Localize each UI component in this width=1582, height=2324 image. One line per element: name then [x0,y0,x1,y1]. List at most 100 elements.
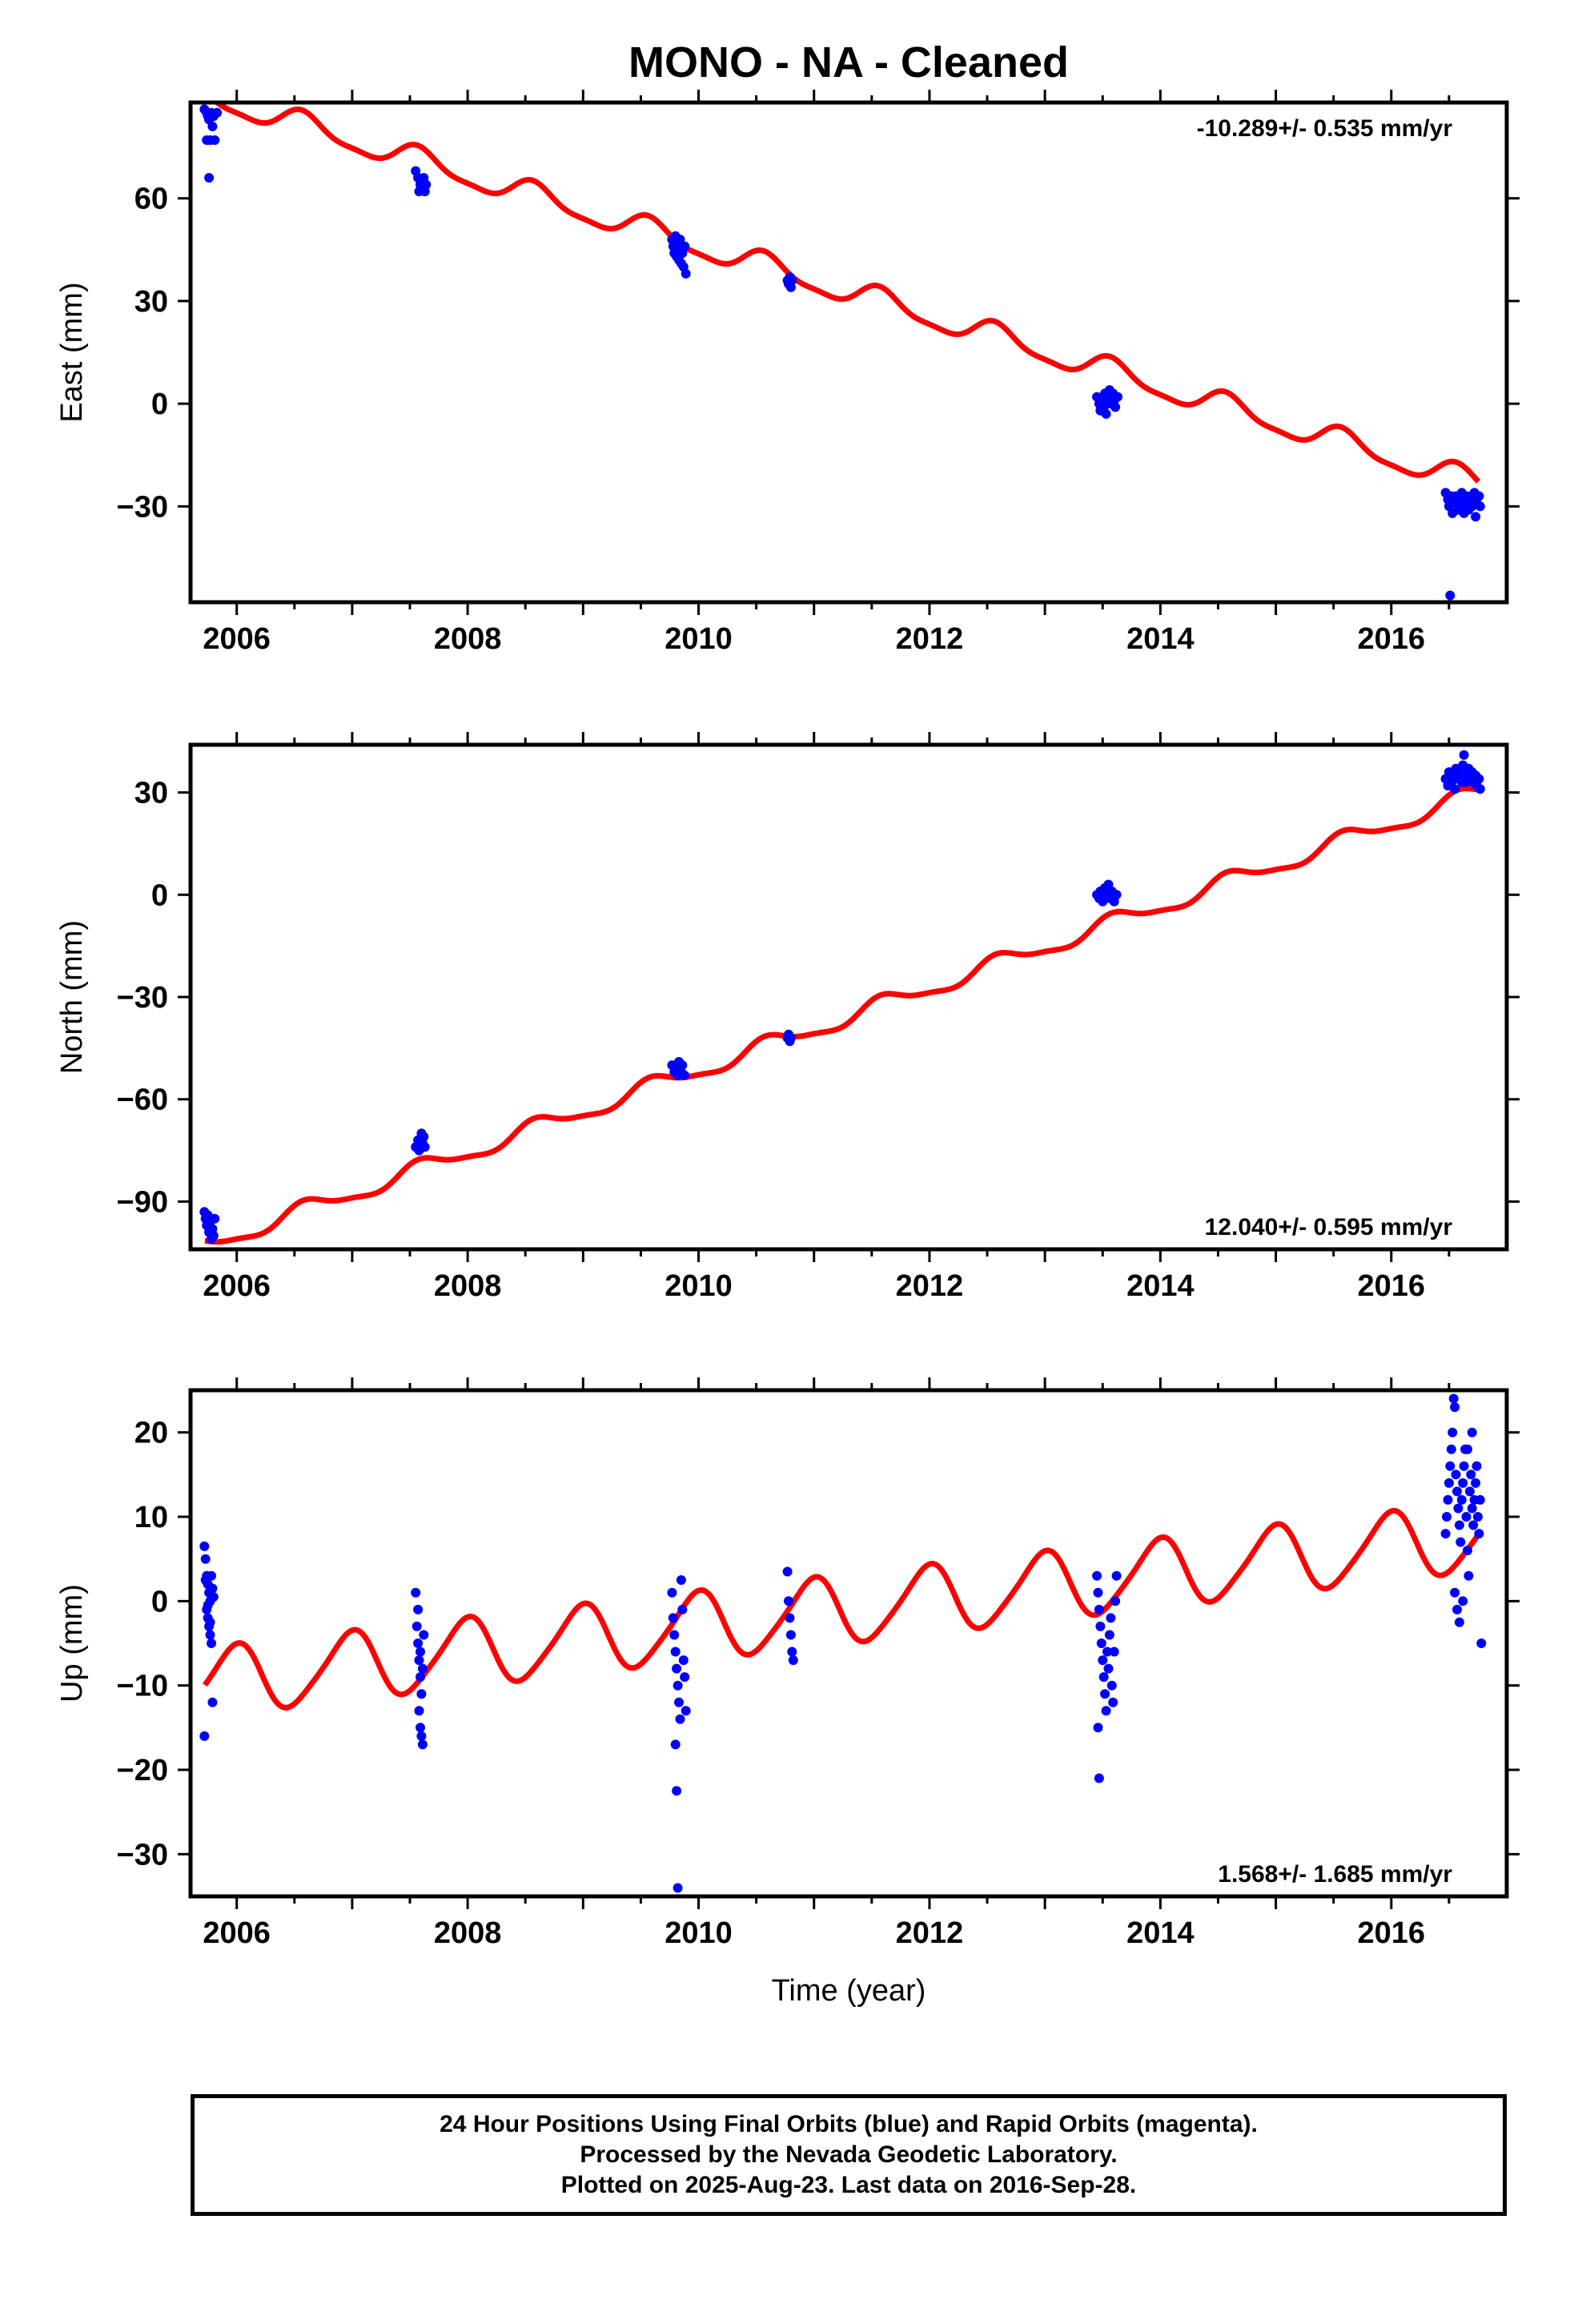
y-tick-label: −90 [117,1185,168,1219]
chart-title: MONO - NA - Cleaned [628,38,1069,86]
data-point [1445,590,1456,601]
velocity-label: 12.040+/- 0.595 mm/yr [1205,1214,1453,1240]
data-point [1446,1444,1456,1454]
data-point [1094,1773,1104,1783]
data-point [1452,1486,1462,1497]
up-panel: 2006 2008 2010 2012 2014 201620100−10−20−30Up… [55,1377,1520,1950]
data-point [416,1647,425,1657]
x-tick-label: 2006 [203,1916,271,1950]
data-point [1464,1570,1474,1581]
data-point [1447,1427,1458,1437]
data-point [1463,1444,1472,1454]
data-point [416,1731,427,1741]
y-tick-label: 0 [151,388,168,421]
data-point [414,187,424,197]
data-point [1445,1461,1456,1471]
x-tick-label: 2014 [1126,1269,1195,1303]
data-point [1452,1604,1462,1614]
data-point [672,1786,682,1796]
data-point [207,121,218,131]
y-tick-label: −10 [117,1670,168,1703]
y-tick-label: 60 [135,183,168,216]
data-point [1096,1638,1106,1648]
data-point [1459,1461,1469,1471]
data-point [210,1213,220,1224]
data-point [1093,1723,1103,1733]
data-point [1464,1486,1475,1497]
x-tick-label: 2016 [1358,622,1426,656]
footer-box: 24 Hour Positions Using Final Orbits (bl… [191,2094,1507,2216]
data-point [672,1663,682,1674]
data-point [1106,1680,1117,1691]
data-point [1466,1470,1476,1480]
footer-line-1: 24 Hour Positions Using Final Orbits (bl… [440,2111,1258,2137]
data-point [414,1655,424,1666]
data-point [413,1604,424,1614]
data-point [419,173,429,183]
data-point [675,244,685,255]
y-tick-label: 0 [151,879,168,912]
data-point [1440,1529,1451,1539]
x-tick-label: 2008 [434,1916,502,1950]
data-point [207,1570,216,1581]
data-point [1454,1520,1464,1530]
data-point [1467,1427,1477,1437]
y-axis-label: North (mm) [55,920,89,1074]
north-panel: 2006 2008 2010 2012 2014 2016 30 0 −30 −60 −90 Nort… [55,732,1520,1303]
data-point [1111,890,1122,900]
data-point [416,1723,425,1733]
data-point [207,1583,218,1594]
data-point [669,1630,680,1640]
data-point [1453,1503,1464,1514]
data-point [200,1554,211,1564]
plot-frame [188,1388,1509,1899]
east-panel: 2006 2008 2010 2012 2014 2016 60 30 0 −30 East (mm… [55,90,1520,656]
data-point [670,1647,681,1657]
data-point [1475,501,1485,512]
data-point [417,1663,428,1674]
data-point [1459,750,1469,760]
data-point [788,1655,798,1666]
data-point [676,1575,686,1585]
data-point [1106,1613,1116,1623]
data-point [1110,1596,1121,1606]
data-point [1092,1570,1102,1581]
data-point [419,1630,429,1640]
data-point [1472,1512,1483,1522]
y-tick-label: 0 [151,1585,168,1618]
data-point [1094,1604,1104,1614]
plot-frame [188,100,1509,605]
data-point [1110,402,1121,412]
data-point [1113,392,1122,402]
data-point [203,1600,213,1610]
data-point [207,1697,218,1707]
data-point [1456,1494,1467,1505]
data-point [677,1604,688,1614]
model-fit-line [203,786,1480,1245]
x-tick-label: 2012 [896,1269,964,1303]
x-tick-label: 2012 [896,622,964,656]
data-point [1443,1478,1454,1488]
y-tick-label: −30 [117,981,168,1015]
data-point [1451,1470,1461,1480]
y-axis-label: Up (mm) [55,1584,89,1703]
x-tick-label: 2014 [1126,1916,1195,1950]
model-fit-line [203,1507,1481,1711]
data-point [677,1060,688,1071]
data-point [668,1613,678,1623]
data-point [670,231,681,241]
data-point [419,1132,429,1142]
data-point [1104,1630,1114,1640]
data-point [1103,1663,1114,1674]
x-tick-label: 2006 [203,622,271,656]
model-fit-line [212,103,1481,484]
data-point [1443,1494,1453,1505]
data-point [1475,1494,1485,1505]
data-point [1442,1512,1452,1522]
y-tick-label: 20 [135,1417,168,1450]
velocity-label: 1.568+/- 1.685 mm/yr [1218,1861,1452,1888]
data-point [787,1647,797,1657]
x-axis-label: Time (year) [772,1974,926,2008]
data-point [199,1541,210,1551]
